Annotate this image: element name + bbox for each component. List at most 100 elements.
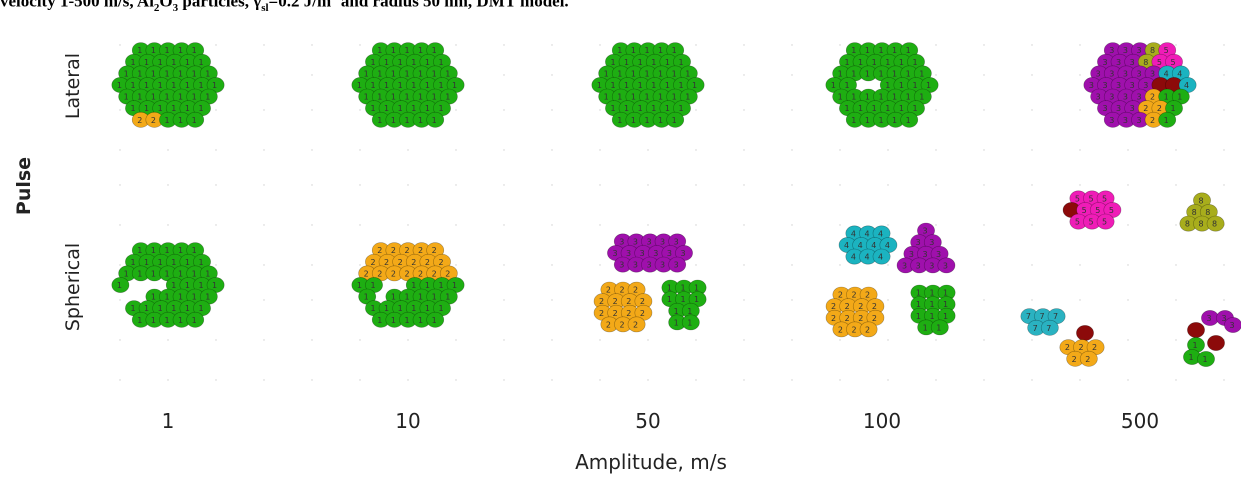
svg-text:1: 1 xyxy=(164,69,169,78)
svg-text:2: 2 xyxy=(1065,343,1070,352)
svg-text:1: 1 xyxy=(144,258,149,267)
svg-text:1: 1 xyxy=(1164,93,1169,102)
column-label-50: 50 xyxy=(635,409,660,433)
svg-text:1: 1 xyxy=(404,46,409,55)
svg-text:1: 1 xyxy=(357,81,362,90)
svg-text:1: 1 xyxy=(687,318,692,327)
svg-text:1: 1 xyxy=(844,81,849,90)
svg-text:1: 1 xyxy=(205,269,210,278)
particle: 1 xyxy=(839,77,857,93)
svg-text:1: 1 xyxy=(885,58,890,67)
row-label-spherical: Spherical xyxy=(62,243,84,331)
svg-text:3: 3 xyxy=(1143,81,1148,90)
svg-text:3: 3 xyxy=(922,250,927,259)
svg-text:1: 1 xyxy=(597,81,602,90)
svg-text:1: 1 xyxy=(418,316,423,325)
svg-text:1: 1 xyxy=(212,281,217,290)
svg-text:1: 1 xyxy=(198,58,203,67)
svg-text:1: 1 xyxy=(899,104,904,113)
svg-text:2: 2 xyxy=(872,314,877,323)
svg-text:1: 1 xyxy=(912,58,917,67)
svg-text:2: 2 xyxy=(619,320,624,329)
svg-text:2: 2 xyxy=(851,291,856,300)
svg-text:1: 1 xyxy=(391,69,396,78)
svg-text:2: 2 xyxy=(404,246,409,255)
svg-text:3: 3 xyxy=(667,249,672,258)
svg-text:2: 2 xyxy=(384,258,389,267)
svg-text:1: 1 xyxy=(432,293,437,302)
svg-text:1: 1 xyxy=(364,93,369,102)
svg-text:3: 3 xyxy=(1116,81,1121,90)
svg-text:1: 1 xyxy=(192,116,197,125)
svg-text:1: 1 xyxy=(205,69,210,78)
cluster-lateral-1: 1 1 1 1 11 1 1 1 1 11 1 1 1 1 1 11 1 1 1 1 1 1 11 1 1 1 1 1 11 1 1 1 1 12… xyxy=(111,42,225,128)
particle: 4 xyxy=(872,248,891,265)
svg-text:1: 1 xyxy=(831,81,836,90)
svg-text:3: 3 xyxy=(1116,104,1121,113)
svg-text:2: 2 xyxy=(599,297,604,306)
particle: 2 xyxy=(1079,350,1098,367)
svg-text:3: 3 xyxy=(612,249,617,258)
svg-text:1: 1 xyxy=(631,46,636,55)
svg-text:2: 2 xyxy=(633,320,638,329)
particle: 2 xyxy=(859,321,878,338)
svg-text:4: 4 xyxy=(871,241,876,250)
particle: 1 xyxy=(199,288,218,305)
column-label-500: 500 xyxy=(1121,409,1159,433)
svg-text:3: 3 xyxy=(674,237,679,246)
particle: 1 xyxy=(186,111,205,128)
svg-text:3: 3 xyxy=(943,261,948,270)
svg-text:1: 1 xyxy=(171,281,176,290)
svg-text:2: 2 xyxy=(404,269,409,278)
svg-text:1: 1 xyxy=(617,69,622,78)
cluster-lateral-10: 1 1 1 1 11 1 1 1 1 11 1 1 1 1 1 11 1 1 1 1 1 1 11 1 1 1 1 1 11 1 1 1 1 11… xyxy=(351,42,465,128)
svg-text:2: 2 xyxy=(377,246,382,255)
svg-text:2: 2 xyxy=(137,116,142,125)
svg-text:1: 1 xyxy=(164,46,169,55)
svg-text:1: 1 xyxy=(892,46,897,55)
svg-text:1: 1 xyxy=(144,81,149,90)
svg-text:5: 5 xyxy=(1075,218,1080,227)
svg-text:1: 1 xyxy=(610,104,615,113)
svg-text:1: 1 xyxy=(418,93,423,102)
svg-text:4: 4 xyxy=(878,229,883,238)
svg-text:1: 1 xyxy=(178,316,183,325)
svg-text:2: 2 xyxy=(613,309,618,318)
svg-text:8: 8 xyxy=(1212,220,1217,229)
svg-text:8: 8 xyxy=(1198,196,1203,205)
svg-text:5: 5 xyxy=(1082,206,1087,215)
svg-text:1: 1 xyxy=(404,69,409,78)
svg-text:1: 1 xyxy=(872,58,877,67)
svg-text:1: 1 xyxy=(631,93,636,102)
svg-text:1: 1 xyxy=(438,81,443,90)
svg-text:1: 1 xyxy=(923,323,928,332)
particle: 3 xyxy=(896,257,915,274)
svg-text:3: 3 xyxy=(1102,58,1107,67)
svg-text:1: 1 xyxy=(198,81,203,90)
svg-text:1: 1 xyxy=(658,46,663,55)
svg-text:1: 1 xyxy=(137,46,142,55)
svg-text:1: 1 xyxy=(391,293,396,302)
svg-text:1: 1 xyxy=(943,289,948,298)
svg-text:5: 5 xyxy=(1170,58,1175,67)
svg-text:2: 2 xyxy=(845,302,850,311)
svg-text:3: 3 xyxy=(916,261,921,270)
svg-text:2: 2 xyxy=(1150,116,1155,125)
svg-text:1: 1 xyxy=(865,93,870,102)
svg-text:1: 1 xyxy=(130,258,135,267)
svg-text:1: 1 xyxy=(425,104,430,113)
svg-text:8: 8 xyxy=(1143,58,1148,67)
svg-text:2: 2 xyxy=(626,309,631,318)
svg-text:1: 1 xyxy=(838,69,843,78)
svg-text:3: 3 xyxy=(1116,58,1121,67)
svg-text:1: 1 xyxy=(404,116,409,125)
svg-text:1: 1 xyxy=(364,293,369,302)
svg-text:1: 1 xyxy=(171,258,176,267)
svg-text:2: 2 xyxy=(640,297,645,306)
svg-text:1: 1 xyxy=(672,93,677,102)
svg-text:3: 3 xyxy=(1096,93,1101,102)
svg-text:3: 3 xyxy=(1206,314,1211,323)
svg-text:1: 1 xyxy=(851,116,856,125)
svg-text:1: 1 xyxy=(404,93,409,102)
